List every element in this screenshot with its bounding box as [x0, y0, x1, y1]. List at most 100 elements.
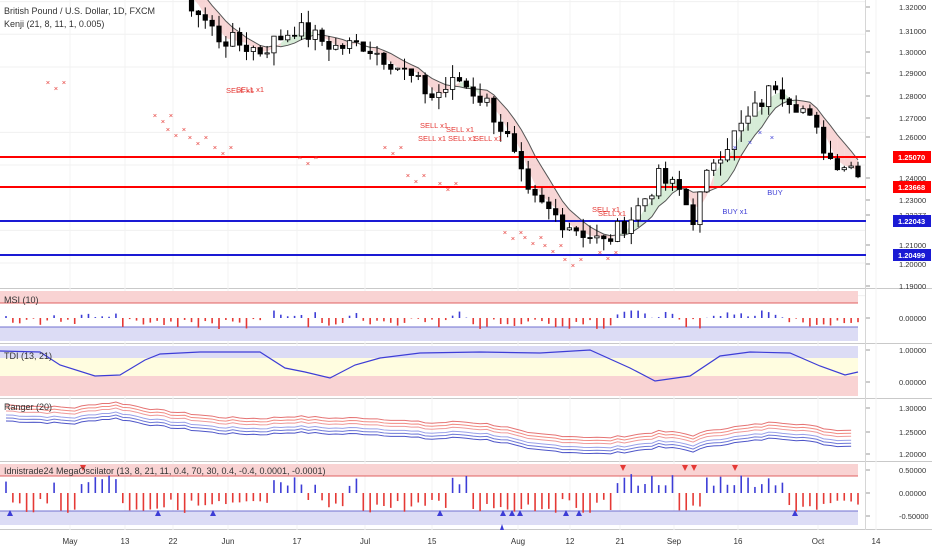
sell-signal-label: SELL x1 — [598, 209, 626, 218]
ranger-band — [5, 414, 852, 452]
candle — [697, 191, 703, 226]
sell-marker: × — [399, 143, 403, 152]
cloud-segment — [500, 102, 508, 130]
candles — [188, 0, 861, 251]
candle — [649, 195, 655, 200]
cloud-segment — [194, 0, 199, 5]
ranger-label[interactable]: Ranger (20) — [4, 402, 53, 412]
grid — [0, 0, 877, 530]
cloud-segment — [246, 37, 254, 49]
date-tick-label: Oct — [812, 537, 825, 546]
date-tick-label: 22 — [169, 537, 178, 546]
date-tick-label: Jul — [360, 537, 370, 546]
cloud-segment — [720, 157, 728, 187]
candle — [278, 35, 284, 41]
candle — [360, 41, 366, 52]
candle — [690, 204, 696, 226]
sell-marker: × — [229, 143, 233, 152]
sell-signal-label: SELL x1 — [420, 121, 448, 130]
candle — [848, 165, 854, 169]
sell-marker: × — [563, 255, 567, 264]
sell-marker: × — [422, 171, 426, 180]
mega-buy-arrow — [792, 510, 798, 516]
date-tick-label: 17 — [293, 537, 302, 546]
sell-marker: × — [523, 233, 527, 242]
candle — [807, 108, 813, 116]
candle — [388, 63, 394, 70]
mega-sell-arrow — [691, 465, 697, 471]
candle — [285, 34, 291, 41]
tdi-label[interactable]: TDI (13, 21) — [4, 351, 53, 361]
sell-marker: × — [598, 248, 602, 257]
candle — [779, 89, 786, 100]
candle — [463, 80, 469, 88]
candle — [450, 77, 456, 90]
candle — [855, 165, 861, 178]
candle — [188, 0, 195, 12]
sell-marker: × — [543, 241, 547, 250]
sell-signal-label: SELL x1 — [226, 86, 254, 95]
sell-marker: × — [551, 247, 555, 256]
mega-sell-arrow — [80, 465, 86, 471]
sell-marker: × — [188, 133, 192, 142]
sell-marker: × — [161, 117, 165, 126]
candle — [642, 198, 648, 207]
sell-marker: × — [153, 111, 157, 120]
candle — [209, 19, 215, 27]
sell-marker: × — [182, 125, 186, 134]
sell-marker: × — [454, 179, 458, 188]
candle — [340, 44, 346, 49]
pane-tick-label: -0.50000 — [899, 512, 929, 521]
sell-marker: × — [174, 131, 178, 140]
sell-marker: × — [438, 179, 442, 188]
cloud-segment — [809, 102, 817, 118]
price-tick-label: 1.20000 — [899, 260, 926, 269]
sell-marker: × — [221, 149, 225, 158]
candle — [470, 86, 476, 97]
candle — [800, 108, 806, 113]
buy-marker: × — [770, 133, 774, 142]
candle — [491, 97, 497, 123]
signal-markers: × × × × × × × × × × × × × × × × × × × × × × × × × × × × × × × × × × × × × × × ×… — [46, 78, 783, 270]
candle — [663, 168, 669, 184]
candle — [511, 133, 518, 152]
candle — [216, 25, 222, 43]
candle — [621, 220, 627, 234]
ranger-band — [5, 407, 852, 445]
mega-buy-arrow — [576, 510, 582, 516]
sell-signal-label: SELL x1 — [592, 205, 620, 214]
pane-tick-label: 0.00000 — [899, 378, 926, 387]
date-tick-label: 16 — [734, 537, 743, 546]
candle — [401, 67, 408, 70]
sell-marker: × — [314, 153, 318, 162]
sell-marker: × — [46, 78, 50, 87]
candle — [443, 89, 449, 93]
indicator-title[interactable]: Kenji (21, 8, 11, 1, 0.005) — [4, 19, 105, 29]
cloud-segment — [432, 78, 439, 95]
candle — [546, 201, 552, 210]
ranger-band — [5, 417, 852, 455]
date-tick-label: Jun — [222, 537, 235, 546]
candle — [195, 10, 201, 16]
candle — [793, 104, 799, 113]
candle — [422, 75, 428, 95]
cloud-segment — [796, 100, 804, 109]
candle — [346, 40, 353, 49]
sell-marker: × — [606, 254, 610, 263]
msi-label[interactable]: MSI (10) — [4, 295, 39, 305]
msi-pane — [0, 291, 859, 341]
mega-label[interactable]: Idnistrade24 MegaOscilator (13, 8, 21, 1… — [4, 466, 326, 476]
candle — [614, 220, 621, 242]
candle — [319, 29, 325, 42]
tdi-line — [0, 349, 859, 382]
mega-buy-arrow — [500, 510, 506, 516]
pane-tick-label: 1.20000 — [899, 450, 926, 459]
price-level-tag — [893, 181, 931, 193]
cloud-segment — [713, 164, 721, 190]
pane-tick-label: 1.00000 — [899, 346, 926, 355]
buy-signal-label: BUY x1 — [722, 207, 747, 216]
sell-marker: × — [531, 239, 535, 248]
date-tick-label: 12 — [566, 537, 575, 546]
